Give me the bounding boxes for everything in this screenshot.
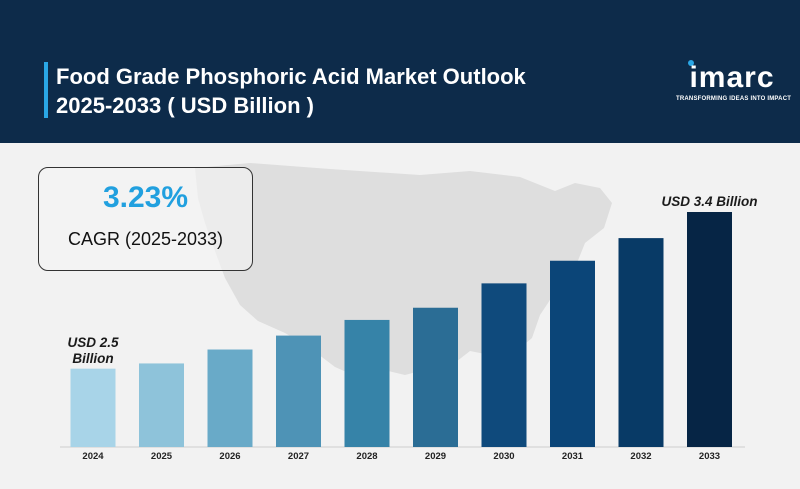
x-tick-label-2032: 2032: [630, 451, 651, 462]
bar-2026: [207, 349, 253, 447]
bar-2027: [276, 335, 321, 447]
header-banner: [0, 0, 800, 143]
chart-title: Food Grade Phosphoric Acid Market Outloo…: [56, 62, 526, 120]
bar-2031: [550, 260, 595, 447]
x-tick-label-2033: 2033: [699, 451, 720, 462]
logo-wordmark: imarc: [689, 61, 775, 94]
bar-2030: [481, 283, 527, 447]
bar-2028: [344, 319, 390, 447]
bar-2024: [70, 368, 116, 447]
data-label-2033: USD 3.4 Billion: [645, 194, 775, 210]
cagr-box: 3.23% CAGR (2025-2033): [38, 167, 253, 271]
x-tick-label-2030: 2030: [493, 451, 514, 462]
logo-dot-icon: [688, 60, 694, 66]
title-line-1: Food Grade Phosphoric Acid Market Outloo…: [56, 64, 526, 89]
cagr-value: 3.23%: [102, 181, 189, 214]
data-label-line: USD 3.4 Billion: [661, 194, 758, 209]
x-tick-label-2031: 2031: [562, 451, 584, 462]
bar-2033: [687, 212, 732, 447]
data-label-line: USD 2.5: [67, 334, 119, 350]
x-tick-label-2028: 2028: [356, 451, 377, 462]
x-tick-label-2025: 2025: [151, 451, 173, 462]
bar-2025: [139, 363, 184, 447]
cagr-label: CAGR (2025-2033): [67, 229, 224, 249]
bar-2032: [618, 238, 664, 447]
data-label-2024: USD 2.5 Billion: [28, 335, 158, 367]
x-tick-label-2029: 2029: [425, 451, 446, 462]
x-tick-label-2027: 2027: [288, 451, 309, 462]
logo-tagline: TRANSFORMING IDEAS INTO IMPACT: [676, 96, 792, 102]
imarc-logo: imarc TRANSFORMING IDEAS INTO IMPACT: [676, 61, 792, 103]
x-tick-label-2024: 2024: [82, 451, 104, 462]
title-line-2: 2025-2033 ( USD Billion ): [56, 93, 314, 118]
data-label-line: Billion: [72, 350, 114, 366]
x-tick-label-2026: 2026: [219, 451, 240, 462]
bar-2029: [413, 307, 458, 447]
title-accent-bar: [44, 62, 48, 118]
